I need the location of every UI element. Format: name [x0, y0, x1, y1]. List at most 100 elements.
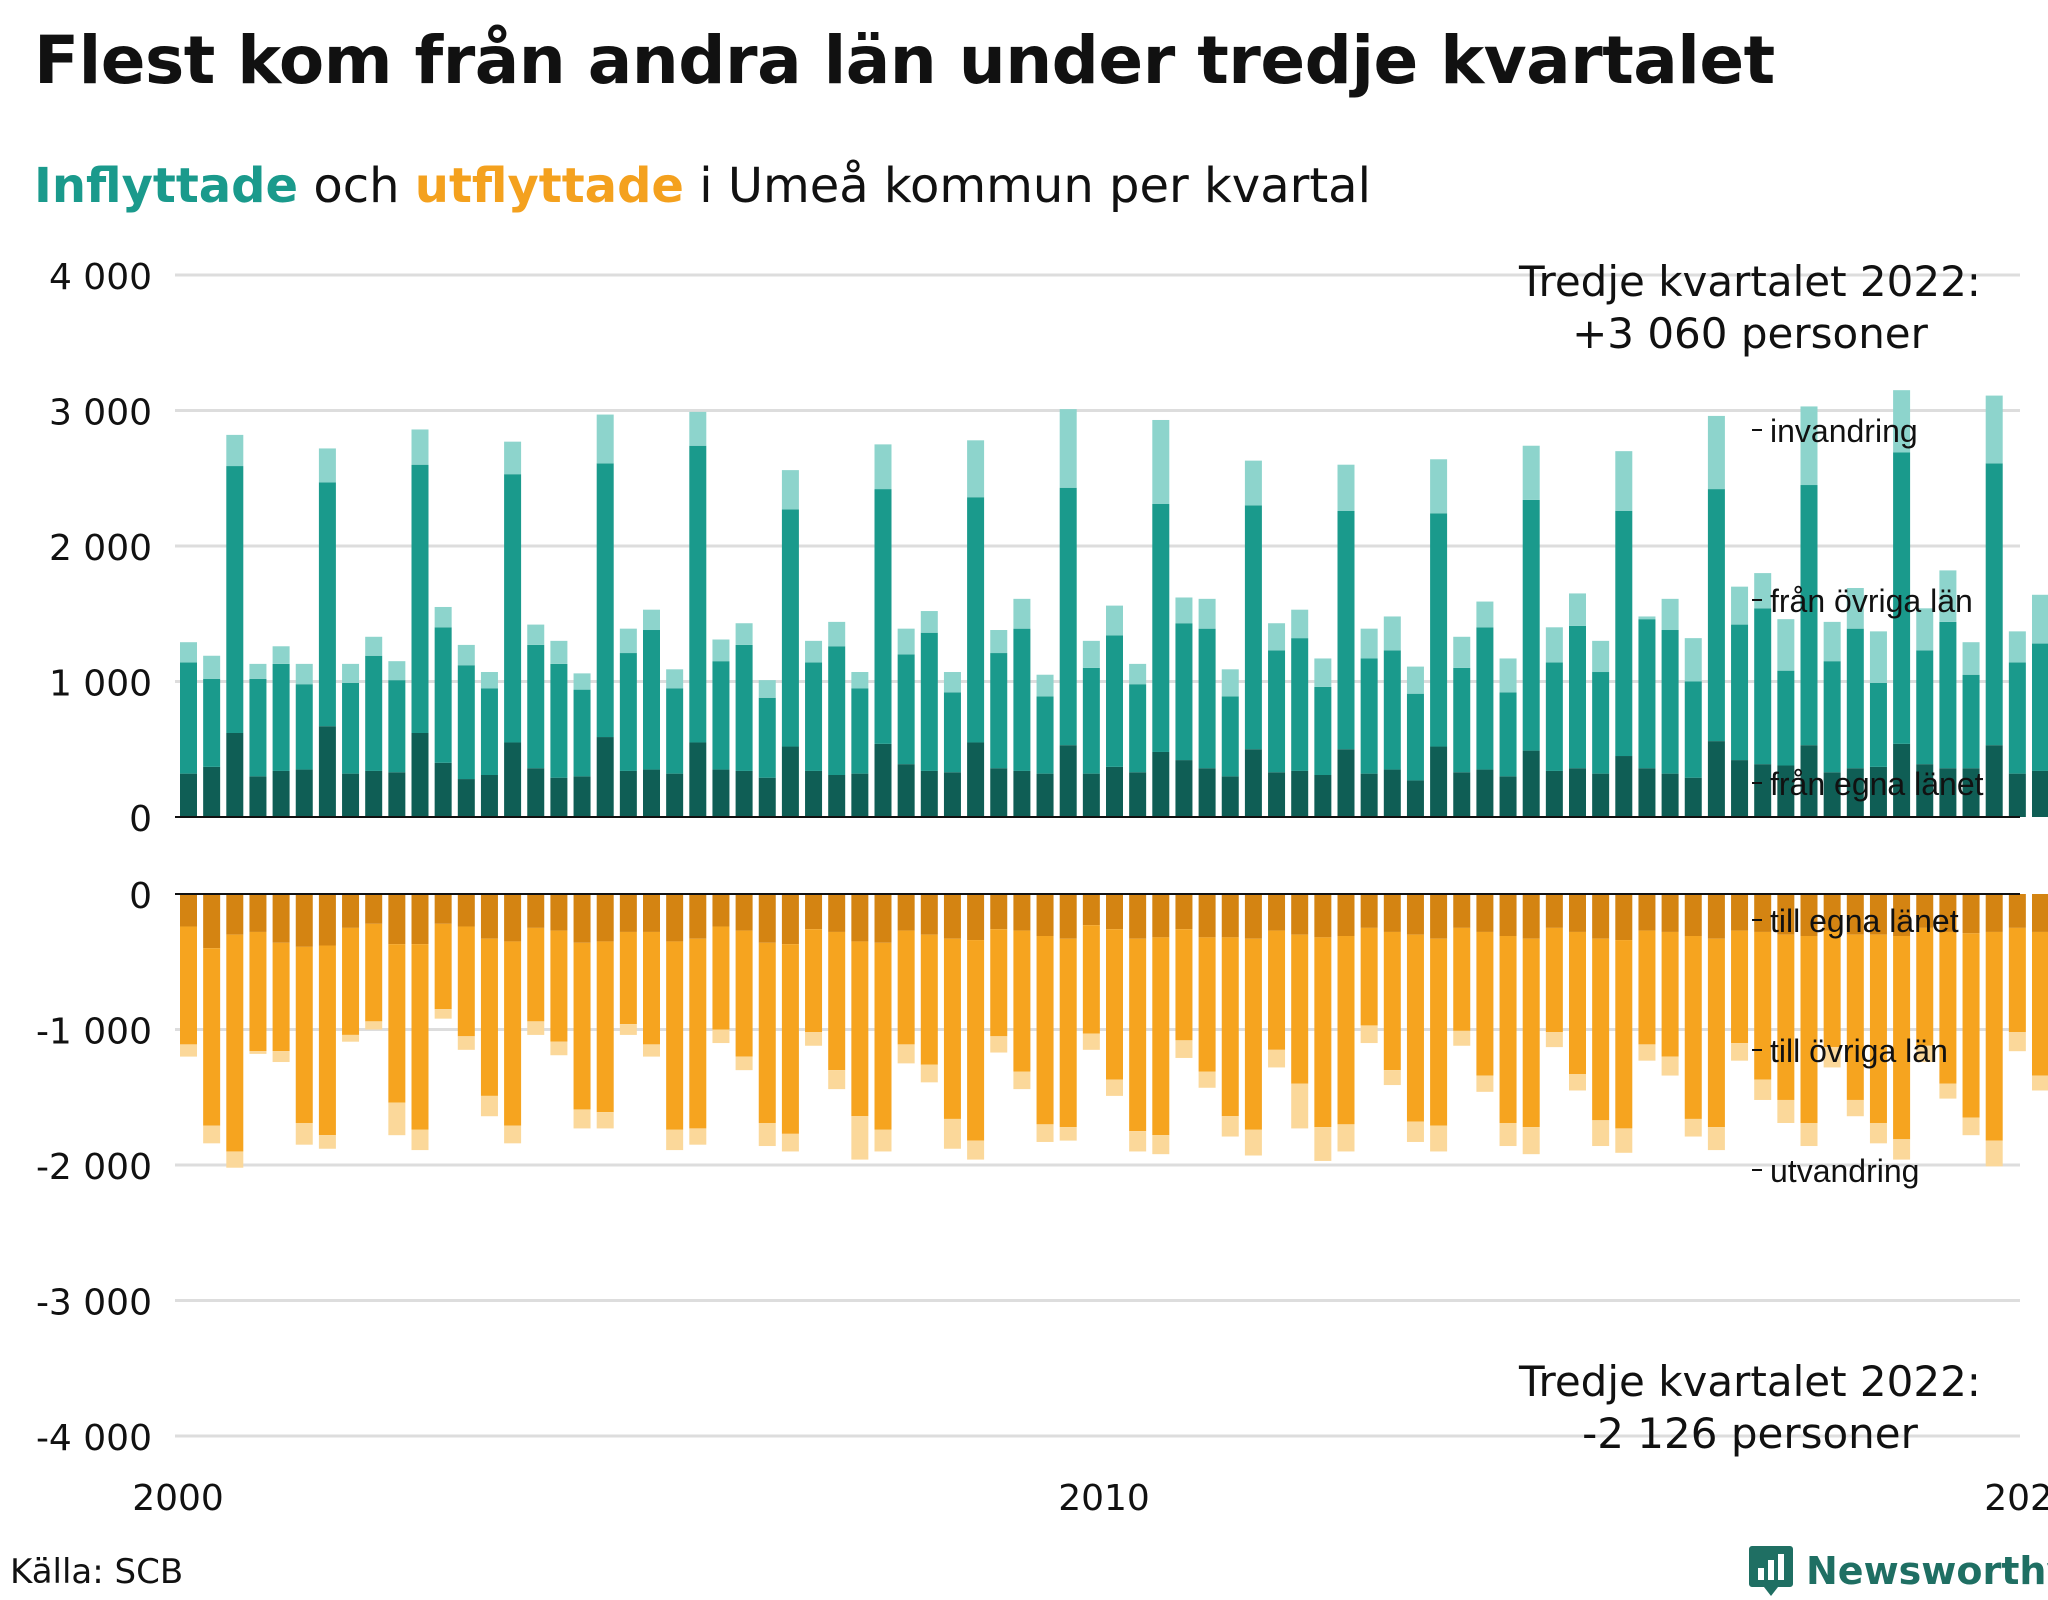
bar-outflow-emigration [180, 1044, 197, 1057]
bar-inflow-immigration [342, 663, 360, 683]
bar-inflow-immigration [1754, 573, 1772, 609]
ytick-label-outflow: -4 000 [36, 1418, 152, 1459]
bar-outflow-other-counties [1754, 931, 1772, 1080]
bar-outflow-same-county [1013, 894, 1031, 931]
bar-outflow-same-county [1893, 894, 1911, 937]
ytick-label-outflow: 0 [129, 876, 152, 917]
bar-outflow-emigration [1476, 1075, 1494, 1092]
bar-outflow-other-counties [1406, 934, 1424, 1122]
series-label-outflow: till övriga län [1770, 1033, 1948, 1069]
bar-inflow-same-county [1013, 770, 1031, 817]
bar-inflow-same-county [619, 770, 637, 817]
bar-inflow-same-county [1360, 773, 1378, 817]
bar-outflow-other-counties [1383, 931, 1401, 1071]
bar-inflow-other-counties [1615, 510, 1633, 757]
bar-outflow-other-counties [619, 931, 637, 1025]
bar-outflow-emigration [643, 1044, 660, 1057]
bar-inflow-same-county [1731, 760, 1749, 817]
bar-inflow-same-county [1684, 777, 1702, 817]
bar-inflow-other-counties [1082, 667, 1100, 774]
bar-outflow-other-counties [851, 941, 869, 1117]
bar-inflow-other-counties [1337, 510, 1355, 750]
bar-outflow-emigration [365, 1021, 383, 1030]
bar-inflow-other-counties [1638, 619, 1656, 769]
bar-outflow-other-counties [990, 929, 1008, 1037]
bar-inflow-same-county [1453, 772, 1471, 817]
bar-inflow-same-county [1036, 773, 1054, 817]
bar-inflow-other-counties [1731, 624, 1749, 761]
bar-inflow-same-county [1823, 772, 1841, 817]
bar-inflow-same-county [226, 732, 244, 817]
bar-outflow-other-counties [1059, 938, 1077, 1128]
bar-inflow-same-county [550, 777, 568, 817]
bar-outflow-same-county [619, 894, 637, 932]
bar-inflow-other-counties [643, 630, 660, 770]
bar-inflow-same-county [203, 766, 221, 817]
bar-outflow-same-county [1638, 894, 1656, 931]
bar-inflow-immigration [295, 663, 313, 685]
bar-outflow-emigration [1152, 1135, 1170, 1155]
bar-outflow-same-county [1383, 894, 1401, 932]
bar-outflow-other-counties [1731, 930, 1749, 1044]
bar-outflow-same-county [318, 894, 336, 946]
bar-outflow-same-county [365, 894, 383, 924]
bar-inflow-immigration [365, 636, 383, 656]
bar-inflow-other-counties [1661, 630, 1679, 774]
bar-inflow-other-counties [1869, 682, 1887, 767]
annotation-outflow-line1: Tredje kvartalet 2022: [1519, 1357, 1981, 1406]
bar-inflow-same-county [897, 764, 915, 817]
bar-inflow-same-county [1916, 764, 1934, 817]
bar-outflow-other-counties [388, 944, 406, 1103]
bar-outflow-other-counties [226, 934, 244, 1152]
bar-outflow-same-county [226, 894, 244, 935]
bar-inflow-immigration [1939, 570, 1957, 622]
bar-outflow-emigration [1777, 1099, 1795, 1123]
newsworthy-logo-icon [1749, 1546, 1793, 1596]
bar-outflow-same-county [967, 894, 985, 941]
bar-inflow-immigration [666, 669, 684, 689]
bar-outflow-emigration [666, 1129, 684, 1151]
bar-outflow-other-counties [1569, 931, 1586, 1075]
bar-outflow-emigration [1268, 1049, 1286, 1068]
bar-outflow-same-county [388, 894, 406, 945]
bar-outflow-emigration [480, 1095, 498, 1117]
bar-inflow-immigration [1198, 598, 1216, 629]
bar-outflow-emigration [689, 1128, 707, 1145]
bar-inflow-same-county [1985, 745, 2003, 817]
bar-outflow-emigration [550, 1041, 568, 1056]
source-note: Källa: SCB [10, 1552, 184, 1592]
annotation-outflow-line2: -2 126 personer [1582, 1409, 1918, 1458]
bar-outflow-same-county [758, 894, 776, 943]
bar-inflow-same-county [1383, 769, 1401, 817]
bar-outflow-same-county [1036, 894, 1054, 937]
bar-outflow-same-county [1707, 894, 1725, 939]
bar-inflow-same-county [1082, 773, 1100, 817]
bar-inflow-immigration [1615, 451, 1633, 511]
annotation-outflow: Tredje kvartalet 2022: -2 126 personer [1440, 1356, 2048, 1460]
bar-inflow-same-county [1175, 760, 1193, 817]
bar-inflow-immigration [318, 448, 336, 483]
bar-inflow-same-county [1152, 751, 1170, 817]
bar-inflow-same-county [457, 779, 475, 817]
bar-outflow-same-county [1106, 894, 1123, 930]
bar-outflow-emigration [2032, 1075, 2048, 1091]
bar-inflow-other-counties [573, 689, 591, 777]
bar-inflow-immigration [1499, 658, 1517, 693]
bar-outflow-other-counties [573, 942, 591, 1110]
bar-inflow-same-county [1939, 768, 1957, 817]
bar-outflow-emigration [1846, 1099, 1864, 1117]
bar-inflow-other-counties [1893, 452, 1911, 744]
bar-outflow-emigration [1638, 1044, 1656, 1061]
series-label-inflow: från egna länet [1770, 766, 1984, 802]
bar-inflow-same-county [1846, 768, 1864, 817]
bar-outflow-other-counties [342, 927, 360, 1035]
bar-outflow-other-counties [1476, 931, 1494, 1076]
bar-outflow-same-county [1731, 894, 1749, 931]
bar-outflow-emigration [851, 1116, 869, 1160]
bar-inflow-same-county [2032, 770, 2048, 817]
bar-inflow-same-county [365, 770, 383, 817]
bar-inflow-immigration [643, 609, 660, 631]
bar-inflow-immigration [735, 623, 753, 645]
bar-inflow-immigration [1684, 638, 1702, 682]
